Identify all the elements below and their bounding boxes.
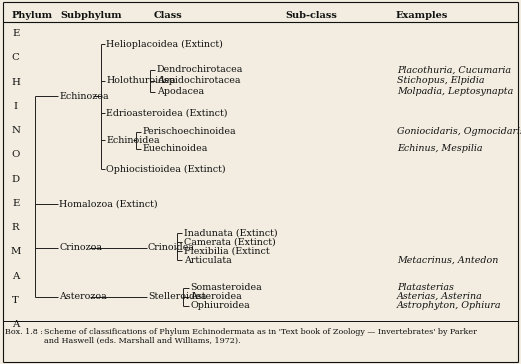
Text: T: T (13, 296, 19, 305)
Text: Dendrochirotacea: Dendrochirotacea (157, 66, 243, 74)
Text: Asteroidea: Asteroidea (190, 292, 242, 301)
Text: Echinoidea: Echinoidea (106, 136, 160, 145)
Text: Euechinoidea: Euechinoidea (143, 144, 208, 153)
Text: R: R (12, 223, 19, 232)
Text: Ophiuroidea: Ophiuroidea (190, 301, 250, 310)
Text: O: O (11, 150, 20, 159)
Text: Flexibilia (Extinct: Flexibilia (Extinct (184, 247, 269, 256)
Text: Perischoechinoidea: Perischoechinoidea (143, 127, 237, 136)
Text: Echinozoa: Echinozoa (59, 92, 109, 101)
Text: Platasterias: Platasterias (397, 283, 454, 292)
Text: A: A (12, 272, 19, 281)
Text: Astrophyton, Ophiura: Astrophyton, Ophiura (397, 301, 502, 310)
Text: Helioplacoidea (Extinct): Helioplacoidea (Extinct) (106, 40, 223, 49)
Text: C: C (12, 53, 19, 62)
Text: Somasteroidea: Somasteroidea (190, 283, 262, 292)
Text: Goniocidaris, Ogmocidaris: Goniocidaris, Ogmocidaris (397, 127, 521, 136)
Text: D: D (11, 175, 20, 183)
Text: Box. 1.8 :: Box. 1.8 : (5, 328, 43, 336)
Text: Apodacea: Apodacea (157, 87, 204, 96)
Text: Homalozoa (Extinct): Homalozoa (Extinct) (59, 199, 158, 208)
Text: Molpadia, Leptosynapta: Molpadia, Leptosynapta (397, 87, 513, 96)
Text: M: M (10, 248, 21, 256)
Text: Edrioasteroidea (Extinct): Edrioasteroidea (Extinct) (106, 108, 228, 117)
Text: Echinus, Mespilia: Echinus, Mespilia (397, 144, 482, 153)
Text: Subphylum: Subphylum (60, 11, 121, 20)
Text: Phylum: Phylum (11, 11, 53, 20)
Text: Crinoidea: Crinoidea (148, 243, 195, 252)
Text: I: I (14, 102, 18, 111)
Text: Holothuroidea: Holothuroidea (106, 76, 176, 85)
Text: Stichopus, Elpidia: Stichopus, Elpidia (397, 76, 485, 85)
Text: Stelleroidea: Stelleroidea (148, 292, 206, 301)
Text: A: A (12, 320, 19, 329)
Text: Asterozoa: Asterozoa (59, 292, 107, 301)
Text: Camerata (Extinct): Camerata (Extinct) (184, 238, 276, 246)
Text: Aspidochirotacea: Aspidochirotacea (157, 76, 240, 85)
Text: Articulata: Articulata (184, 256, 232, 265)
Text: N: N (11, 126, 20, 135)
Text: Placothuria, Cucumaria: Placothuria, Cucumaria (397, 66, 511, 74)
Text: E: E (12, 29, 19, 38)
Text: Examples: Examples (396, 11, 449, 20)
Text: Sub-class: Sub-class (286, 11, 338, 20)
Text: Ophiocistioidea (Extinct): Ophiocistioidea (Extinct) (106, 165, 226, 174)
Text: Class: Class (154, 11, 182, 20)
Text: Metacrinus, Antedon: Metacrinus, Antedon (397, 256, 499, 265)
Text: E: E (12, 199, 19, 208)
Text: Crinozoa: Crinozoa (59, 243, 103, 252)
Text: Scheme of classifications of Phylum Echinodermata as in 'Text book of Zoology — : Scheme of classifications of Phylum Echi… (44, 328, 477, 345)
Text: Asterias, Asterina: Asterias, Asterina (397, 292, 483, 301)
Text: H: H (11, 78, 20, 87)
Text: Inadunata (Extinct): Inadunata (Extinct) (184, 229, 278, 237)
